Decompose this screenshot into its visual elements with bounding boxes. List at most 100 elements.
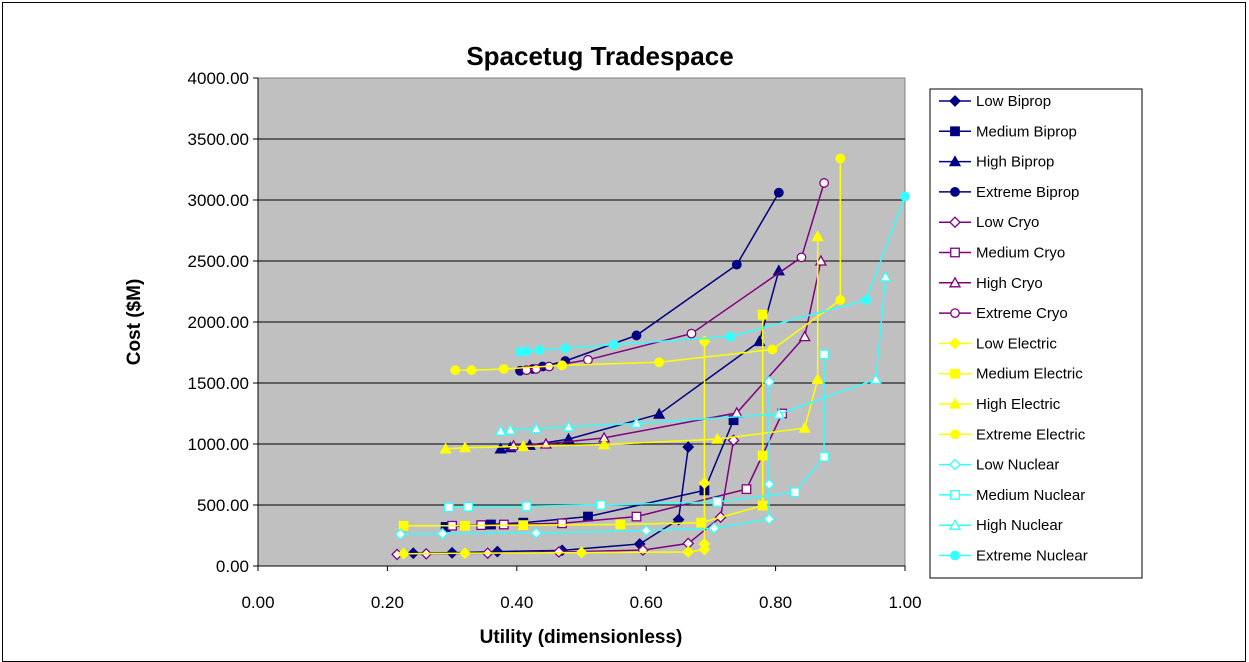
legend-item: Low Nuclear xyxy=(939,457,1059,474)
data-point xyxy=(712,497,723,507)
data-point xyxy=(682,546,695,558)
data-point xyxy=(757,450,768,461)
legend-label: High Biprop xyxy=(976,154,1054,171)
y-axis-label: Cost ($M) xyxy=(124,279,145,366)
data-point xyxy=(819,451,830,462)
series-high-nuclear xyxy=(494,270,892,436)
data-point xyxy=(459,547,471,560)
data-point xyxy=(763,375,776,388)
y-tick-label: 4000.00 xyxy=(188,69,249,88)
data-point xyxy=(772,264,785,276)
legend-swatch-marker xyxy=(950,247,960,258)
y-tick-label: 1500.00 xyxy=(188,374,249,393)
chart-title: Spacetug Tradespace xyxy=(466,41,733,71)
legend-swatch-marker xyxy=(949,337,961,350)
y-tick-label: 500.00 xyxy=(197,496,249,515)
x-tick-label: 0.40 xyxy=(500,593,533,612)
legend-label: Low Nuclear xyxy=(976,457,1059,474)
data-point xyxy=(796,252,807,263)
data-point xyxy=(731,259,742,270)
legend-item: Extreme Biprop xyxy=(939,184,1079,201)
data-point xyxy=(711,432,724,444)
data-point xyxy=(869,373,882,384)
x-tick-label: 0.20 xyxy=(371,593,404,612)
legend-label: Low Electric xyxy=(976,335,1057,352)
data-point xyxy=(596,500,606,510)
legend-swatch-marker xyxy=(950,308,960,319)
data-point xyxy=(861,295,872,305)
data-point xyxy=(436,527,449,540)
data-point xyxy=(835,153,846,164)
legend-swatch-marker xyxy=(949,458,961,471)
y-tick-label: 0.00 xyxy=(216,557,249,576)
legend-swatch-marker xyxy=(950,126,960,137)
data-point xyxy=(819,178,830,188)
series-extreme-electric xyxy=(450,153,846,376)
series-line xyxy=(445,236,819,450)
data-point xyxy=(463,501,474,512)
series-medium-electric xyxy=(398,309,768,531)
data-point xyxy=(530,527,543,539)
data-point xyxy=(725,331,736,342)
legend-swatch-marker xyxy=(950,489,960,500)
series-line xyxy=(403,314,764,527)
data-point xyxy=(763,513,776,525)
series-line xyxy=(403,341,706,555)
legend-item: High Electric xyxy=(939,396,1061,413)
data-point xyxy=(517,440,530,452)
data-point xyxy=(763,478,776,491)
data-point xyxy=(835,295,846,305)
legend-item: Medium Nuclear xyxy=(939,487,1085,504)
data-point xyxy=(615,519,626,530)
data-point xyxy=(631,330,642,341)
series-medium-nuclear xyxy=(443,349,830,513)
x-axis-label: Utility (dimensionless) xyxy=(480,627,683,648)
legend-swatch-marker xyxy=(950,550,960,561)
legend-box xyxy=(929,88,1143,579)
data-point xyxy=(757,500,768,511)
series-line xyxy=(500,276,887,432)
data-point xyxy=(557,518,567,529)
legend-item: Medium Electric xyxy=(939,366,1083,383)
data-point xyxy=(394,528,407,541)
data-point xyxy=(443,502,454,513)
legend-item: High Cryo xyxy=(939,275,1043,292)
data-point xyxy=(460,520,470,531)
data-point xyxy=(491,545,504,558)
series-high-electric xyxy=(439,230,824,454)
data-point xyxy=(494,442,507,454)
data-point xyxy=(757,309,768,320)
data-point xyxy=(698,538,711,550)
data-point xyxy=(598,438,611,450)
legend-swatch-marker xyxy=(948,276,962,288)
data-point xyxy=(608,339,619,350)
legend-label: Medium Cryo xyxy=(976,245,1065,262)
data-point xyxy=(557,360,567,371)
series-extreme-nuclear xyxy=(515,191,910,357)
legend-label: High Cryo xyxy=(976,275,1043,292)
legend: Low Biprop Medium Biprop High Biprop Extrem… xyxy=(929,88,1143,579)
data-point xyxy=(583,511,593,522)
series-layer xyxy=(391,153,910,561)
data-point xyxy=(534,345,545,355)
data-point xyxy=(531,364,542,374)
x-tick-label: 1.00 xyxy=(888,593,921,612)
legend-label: Extreme Biprop xyxy=(976,184,1079,201)
data-point xyxy=(682,441,695,453)
data-point xyxy=(811,230,824,242)
legend-label: Medium Electric xyxy=(976,366,1083,383)
data-point xyxy=(640,524,653,537)
series-low-nuclear xyxy=(394,375,776,541)
y-tick-label: 2000.00 xyxy=(188,313,249,332)
legend-swatch-marker xyxy=(948,397,962,409)
data-point xyxy=(798,330,811,342)
data-point xyxy=(653,407,666,419)
data-point xyxy=(521,346,532,357)
data-point xyxy=(696,517,707,528)
data-point xyxy=(708,522,721,535)
data-point xyxy=(753,335,766,347)
data-point xyxy=(798,421,811,433)
legend-label: High Electric xyxy=(976,396,1061,413)
data-point xyxy=(439,442,452,454)
data-point xyxy=(504,423,517,435)
